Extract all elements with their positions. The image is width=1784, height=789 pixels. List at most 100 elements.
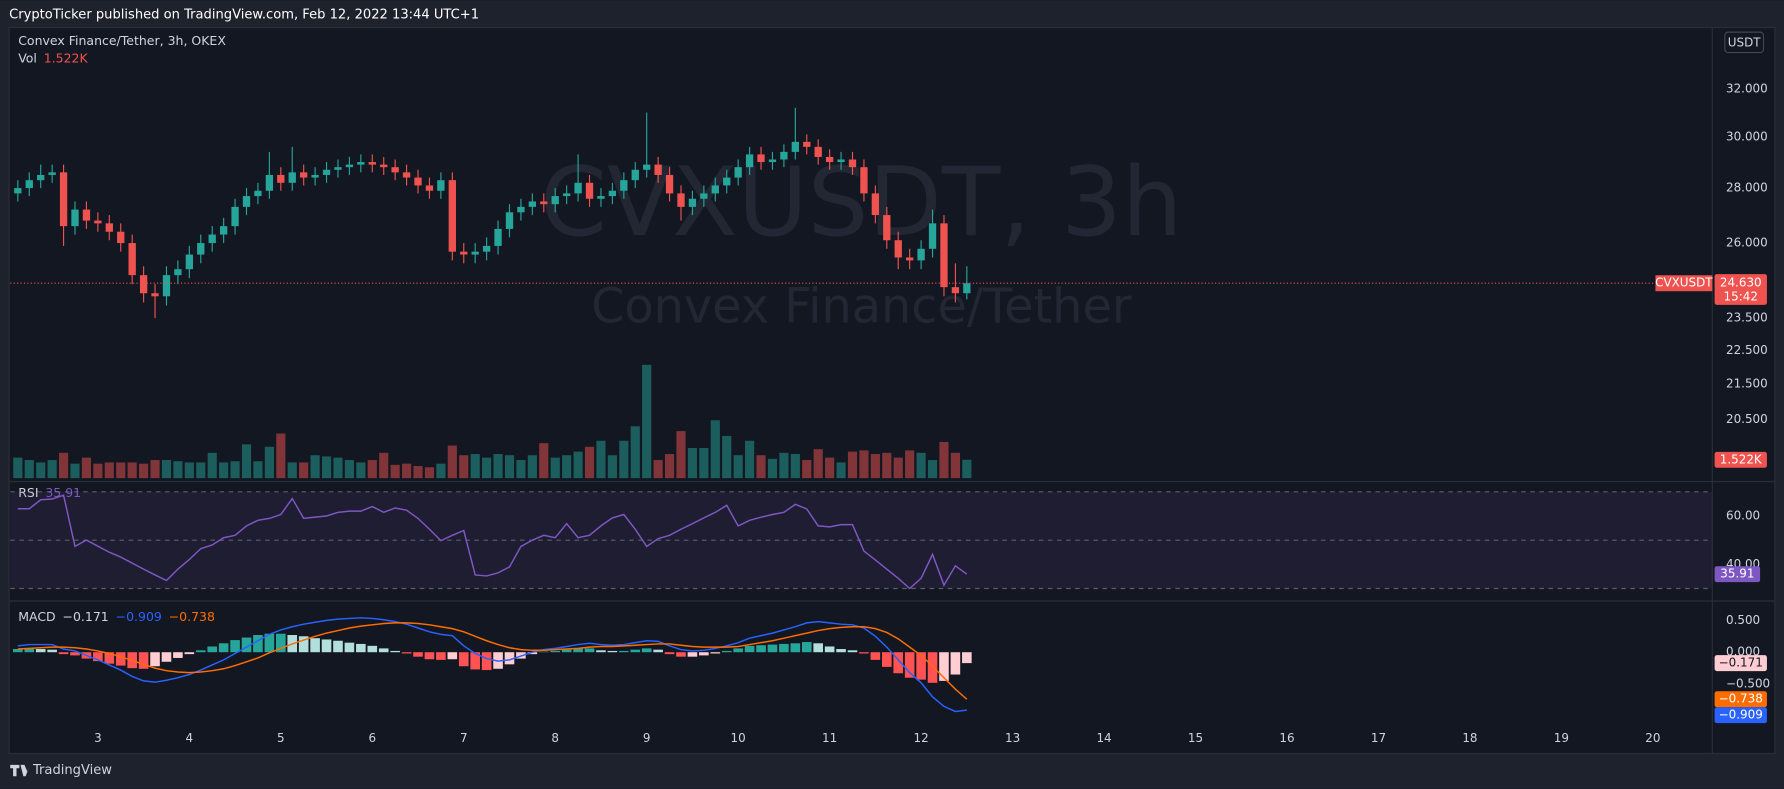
candle-body	[128, 243, 136, 276]
x-tick-label: 17	[1371, 731, 1386, 745]
macd-histogram-bar	[801, 642, 812, 653]
legend-rsi: RSI 35.91	[18, 484, 81, 499]
candle-body	[883, 215, 891, 241]
candle-body	[597, 196, 605, 199]
x-tick-label: 11	[822, 731, 837, 745]
symbol-tag: CVXUSDT	[1655, 276, 1713, 290]
volume-bar	[687, 447, 697, 479]
volume-bar	[596, 440, 606, 479]
volume-bar	[962, 459, 972, 479]
macd-histogram-bar	[721, 650, 732, 653]
volume-bar	[745, 440, 755, 479]
candle-body	[334, 167, 342, 170]
macd-histogram-bar	[310, 638, 320, 653]
macd-line-value: −0.909	[116, 608, 162, 623]
candle-body	[734, 167, 742, 178]
y-tick-label: −0.500	[1726, 677, 1770, 691]
volume-bar	[184, 462, 194, 479]
candle-body	[25, 180, 33, 189]
rsi-line	[17, 494, 968, 590]
publish-info: CryptoTicker published on TradingView.co…	[9, 8, 479, 23]
candle-body	[665, 174, 674, 194]
x-tick-label: 13	[1005, 731, 1020, 745]
volume-bar	[447, 445, 457, 479]
macd-histogram-bar	[733, 648, 743, 653]
macd-tag-bg	[1714, 655, 1767, 672]
candle-body	[745, 154, 754, 168]
candle-body	[643, 164, 651, 170]
macd-histogram-bar	[630, 649, 641, 653]
macd-histogram-bar	[470, 652, 480, 670]
macd-hist-value: −0.171	[63, 608, 109, 623]
candle-body	[791, 141, 799, 152]
legend-volume: Vol 1.522K	[18, 50, 88, 65]
x-tick-label: 14	[1096, 731, 1111, 745]
x-tick-label: 4	[186, 731, 194, 745]
volume-bar	[573, 451, 583, 479]
macd-histogram-bar	[253, 635, 263, 653]
watermark-symbol: CVXUSDT, 3h	[540, 146, 1182, 258]
volume-bar	[950, 452, 960, 479]
volume-bar	[413, 466, 423, 479]
rsi-name: RSI	[18, 484, 38, 499]
candle-body	[700, 193, 708, 199]
macd-histogram-bar	[824, 646, 835, 653]
macd-histogram-bar	[619, 650, 629, 653]
macd-histogram-bar	[881, 652, 892, 667]
logo-mark	[20, 764, 31, 777]
candle-body	[654, 164, 662, 175]
logo-mark	[10, 764, 20, 777]
candle-body	[231, 206, 239, 227]
macd-histogram-bar	[584, 648, 595, 653]
candle-body	[963, 283, 971, 294]
volume-bar	[424, 467, 435, 479]
volume-bar	[779, 452, 789, 479]
volume-bar	[516, 460, 526, 479]
volume-bar	[882, 452, 892, 479]
footer-brand: TradingView	[32, 763, 112, 778]
candle-body	[139, 275, 148, 294]
macd-line	[17, 617, 967, 713]
symbol-tag-bg	[1655, 275, 1713, 292]
footer-logo	[10, 764, 31, 777]
volume-bar	[710, 420, 720, 479]
macd-histogram-bar	[333, 640, 343, 653]
volume-bar	[13, 457, 23, 479]
volume-bar	[264, 446, 274, 479]
macd-histogram-bar	[561, 649, 572, 653]
volume-bar	[813, 449, 823, 479]
volume-bar	[539, 443, 549, 479]
candle-body	[197, 243, 205, 255]
candle-body	[117, 231, 125, 244]
currency-label[interactable]: USDT	[1728, 35, 1762, 49]
candle-body	[37, 174, 45, 181]
macd-histogram-bar	[527, 652, 538, 655]
candle-body	[94, 220, 102, 224]
candle-body	[585, 182, 594, 199]
x-tick-label: 3	[94, 731, 102, 745]
chart-area	[8, 27, 1776, 755]
candle-body	[437, 180, 445, 191]
candle-body	[677, 193, 685, 207]
volume-bar	[493, 454, 503, 479]
x-tick-label: 9	[643, 731, 651, 745]
volume-bar	[241, 444, 252, 479]
currency-button[interactable]	[1724, 31, 1765, 54]
volume-bar	[584, 446, 595, 479]
macd-tag: −0.171	[1719, 656, 1763, 670]
macd-histogram-bar	[756, 645, 766, 653]
volume-bar	[653, 460, 663, 479]
candle-body	[848, 159, 857, 168]
volume-bar	[36, 462, 46, 479]
candle-body	[814, 146, 822, 157]
macd-histogram-bar	[779, 643, 789, 653]
macd-histogram-bar	[401, 652, 412, 654]
rsi-tag-bg	[1714, 566, 1761, 583]
volume-tag-bg	[1714, 451, 1767, 468]
y-tick-label: 30.000	[1726, 129, 1768, 143]
y-tick-label: 0.500	[1726, 613, 1760, 627]
volume-bar	[893, 457, 903, 479]
macd-histogram-bar	[939, 652, 949, 681]
macd-histogram-bar	[184, 652, 195, 655]
candle-body	[219, 226, 228, 235]
